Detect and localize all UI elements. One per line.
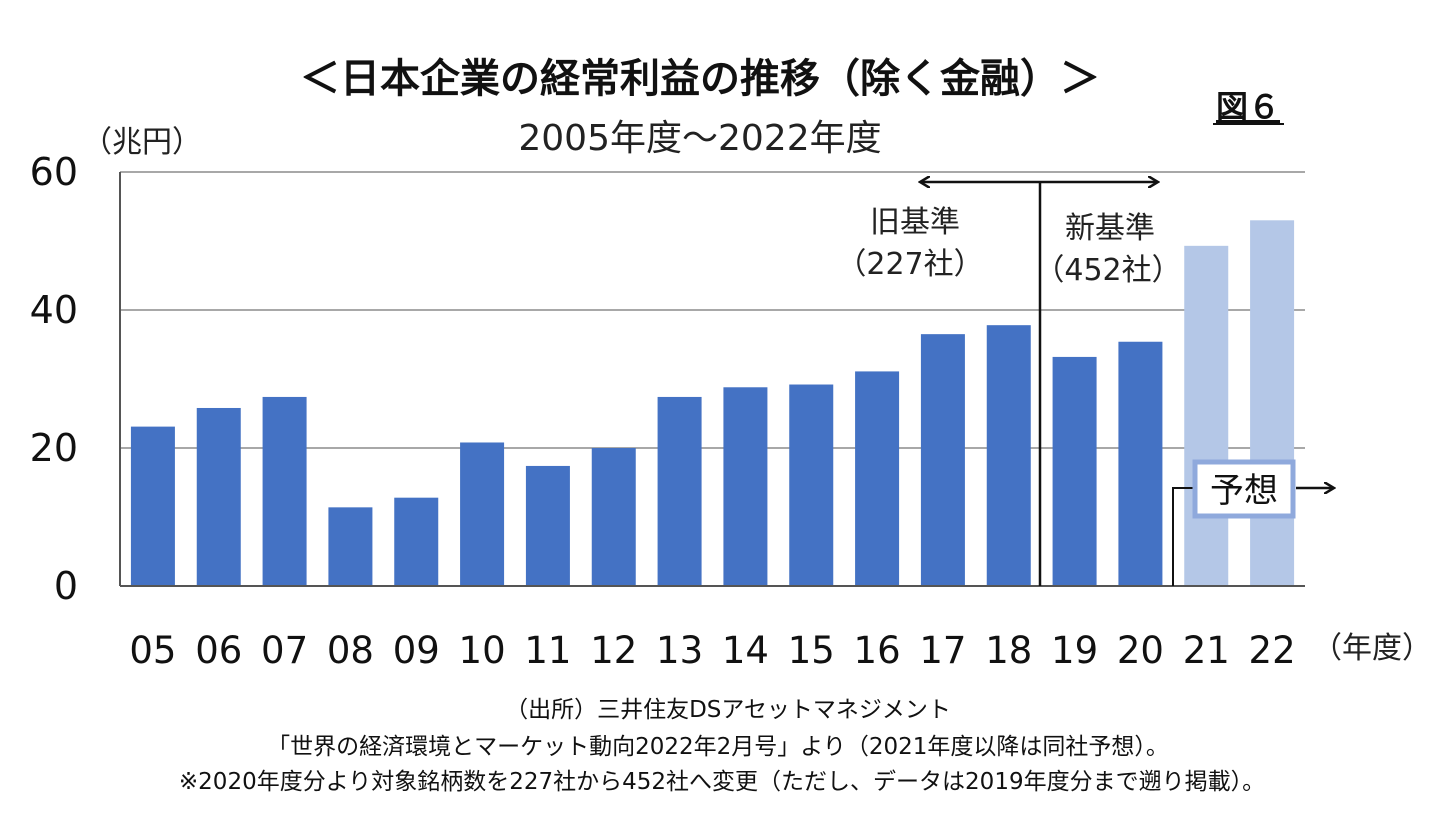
y-axis-ticks: 0 20 40 60 [30,150,78,608]
bar [591,448,636,586]
bar [920,334,965,586]
bar [328,507,373,586]
forecast-bar [1250,220,1295,587]
bar [723,387,768,586]
bar [130,426,175,586]
bar [657,396,702,586]
forecast-label: 予想 [1210,471,1278,511]
x-tick-label: 05 [129,629,176,672]
y-tick-label: 0 [54,564,78,608]
x-tick-label: 17 [919,629,966,672]
forecast-bar [1184,245,1229,586]
x-tick-label: 07 [261,629,308,672]
y-tick-label: 20 [30,426,78,470]
forecast-bracket-line [1172,487,1193,586]
y-tick-label: 40 [30,288,78,332]
x-axis-unit-label: （年度） [1312,631,1432,666]
chart-subtitle: 2005年度～2022年度 [518,118,881,159]
gridlines [120,171,1305,449]
bar [986,325,1031,586]
bar [394,497,439,586]
x-tick-label: 12 [590,629,637,672]
y-axis-unit-label: （兆円） [82,125,202,160]
new-basis-count: （452社） [1034,253,1181,288]
bar [460,442,505,586]
bar [789,384,834,586]
bar [855,371,900,586]
y-tick-label: 60 [30,150,78,194]
old-basis-label: 旧基準 [870,205,960,240]
forecast-label-box [1192,459,1296,519]
source-note-detail: 「世界の経済環境とマーケット動向2022年2月号」より（2021年度以降は同社予… [267,734,1169,760]
x-axis-ticks: 05 06 07 08 09 10 11 12 13 14 15 16 17 18 19 20 21 22 [129,629,1295,672]
bars [130,220,1295,587]
x-tick-label: 15 [788,629,835,672]
x-tick-label: 19 [1051,629,1098,672]
bar [1118,341,1163,586]
x-tick-label: 22 [1249,629,1296,672]
x-tick-label: 16 [854,629,901,672]
x-tick-label: 10 [459,629,506,672]
footnote-basis-change: ※2020年度分より対象銘柄数を227社から452社へ変更（ただし、データは20… [179,769,1265,795]
figure-label: 図６ [1216,88,1280,126]
x-tick-label: 06 [195,629,242,672]
old-basis-count: （227社） [836,247,983,282]
x-tick-label: 11 [524,629,571,672]
bar [196,407,241,586]
x-tick-label: 14 [722,629,769,672]
x-tick-label: 20 [1117,629,1164,672]
new-basis-label: 新基準 [1065,211,1155,246]
x-tick-label: 09 [393,629,440,672]
bar [262,396,307,586]
bar [525,465,570,586]
chart-title: ＜日本企業の経常利益の推移（除く金融）＞ [300,56,1100,102]
x-tick-label: 13 [656,629,703,672]
bar [1052,356,1097,586]
x-tick-label: 21 [1183,629,1230,672]
source-note: （出所）三井住友DSアセットマネジメント [505,697,951,723]
x-tick-label: 08 [327,629,374,672]
x-tick-label: 18 [985,629,1032,672]
